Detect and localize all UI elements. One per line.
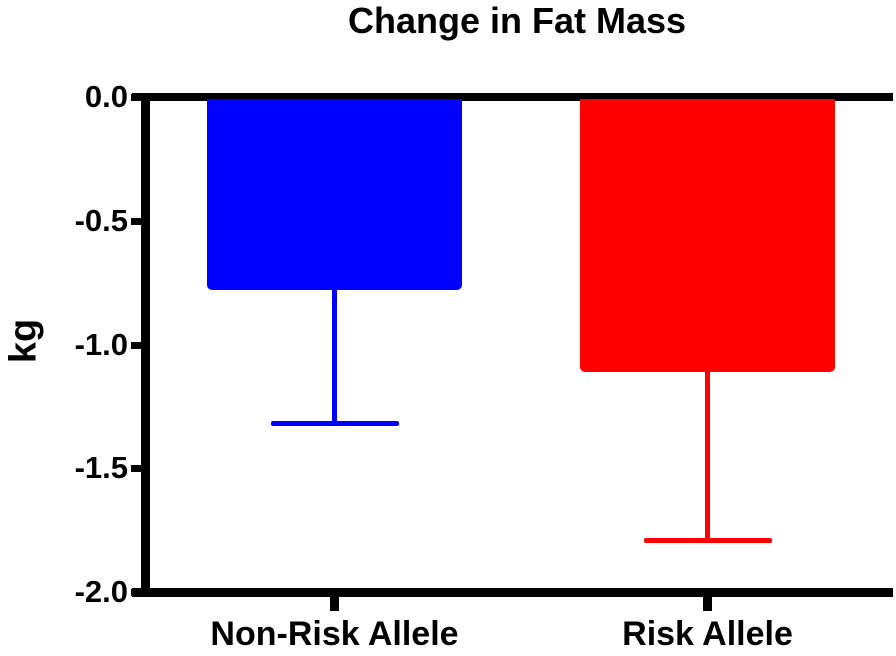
error-bar-cap-non-risk-allele (270, 421, 399, 427)
y-tick-label: -2.0 (74, 574, 128, 609)
y-tick-mark (131, 341, 142, 349)
x-tick-mark (703, 597, 712, 611)
bar-non-risk-allele (207, 99, 462, 291)
x-axis-line (132, 588, 893, 597)
error-bar-cap-risk-allele (643, 537, 772, 543)
y-tick-mark (131, 94, 142, 101)
y-tick-label: 0.0 (84, 79, 128, 114)
y-tick-label: -1.0 (74, 326, 128, 362)
chart-title: Change in Fat Mass (347, 0, 687, 41)
error-bar-stem-non-risk-allele (332, 290, 337, 424)
zero-baseline (132, 93, 893, 101)
y-tick-mark (131, 589, 142, 596)
bar-risk-allele (580, 99, 835, 372)
y-tick-mark (131, 465, 142, 473)
y-axis-spine (141, 93, 150, 597)
x-tick-label-risk-allele: Risk Allele (622, 615, 793, 653)
x-tick-mark (330, 597, 339, 611)
y-axis-label: kg (2, 318, 45, 364)
y-tick-mark (131, 217, 142, 225)
error-bar-stem-risk-allele (705, 371, 710, 541)
y-tick-label: -0.5 (74, 202, 128, 238)
y-tick-label: -1.5 (74, 450, 128, 486)
x-tick-label-non-risk-allele: Non-Risk Allele (210, 615, 459, 653)
